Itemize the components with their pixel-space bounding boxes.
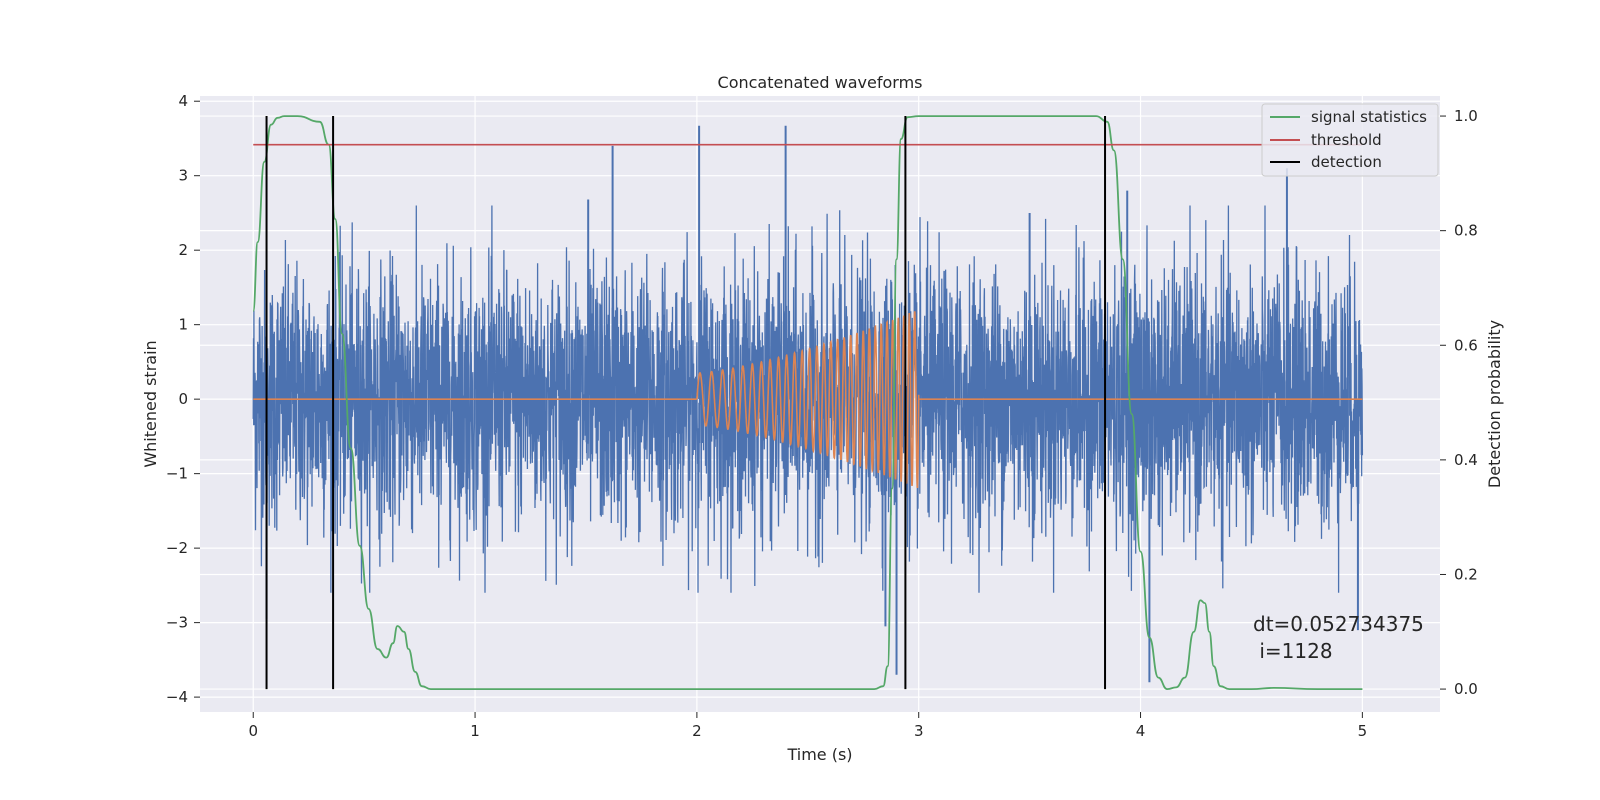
legend-label-signal-statistics: signal statistics [1311,108,1427,126]
injection-series-line [696,311,920,489]
y-tick-label-right: 1.0 [1454,107,1478,125]
chart-title: Concatenated waveforms [718,73,923,92]
annotation-dt: dt=0.052734375 [1253,612,1424,636]
y-tick-label-right: 0.2 [1454,565,1478,583]
y-axis-label-left: Whitened strain [141,340,160,467]
legend: signal statistics threshold detection [1261,103,1439,177]
x-tick-label: 1 [470,722,480,740]
x-ticks: 0 1 2 3 4 5 [248,712,1367,740]
y-tick-label-left: 4 [178,92,188,110]
y-tick-label-left: 0 [178,390,188,408]
x-tick-label: 4 [1136,722,1146,740]
x-tick-label: 2 [692,722,702,740]
y-tick-label-right: 0.4 [1454,451,1478,469]
y-ticks-left: −4 −3 −2 −1 0 1 2 3 4 [166,92,200,706]
stats-layer [252,115,1363,691]
legend-label-threshold: threshold [1311,131,1382,149]
injection-layer [253,311,1363,489]
x-tick-label: 5 [1358,722,1368,740]
y-tick-label-right: 0.6 [1454,336,1478,354]
x-tick-label: 3 [914,722,924,740]
y-axis-label-right: Detection probability [1485,320,1504,488]
detection-layer [265,116,1107,690]
y-tick-label-left: −1 [166,465,188,483]
legend-box [1261,103,1439,177]
y-tick-label-left: −2 [166,539,188,557]
y-tick-label-left: 1 [178,316,188,334]
y-tick-label-right: 0.0 [1454,680,1478,698]
y-tick-label-left: −4 [166,688,188,706]
y-tick-label-left: −3 [166,614,188,632]
y-ticks-right: 0.0 0.2 0.4 0.6 0.8 1.0 [1440,107,1478,698]
legend-label-detection: detection [1311,153,1382,171]
signal-statistics-line [252,115,1363,691]
annotation-i: i=1128 [1253,639,1333,663]
x-tick-label: 0 [248,722,258,740]
y-tick-label-left: 2 [178,241,188,259]
x-axis-label: Time (s) [786,745,852,764]
y-tick-label-left: 3 [178,167,188,185]
y-tick-label-right: 0.8 [1454,222,1478,240]
